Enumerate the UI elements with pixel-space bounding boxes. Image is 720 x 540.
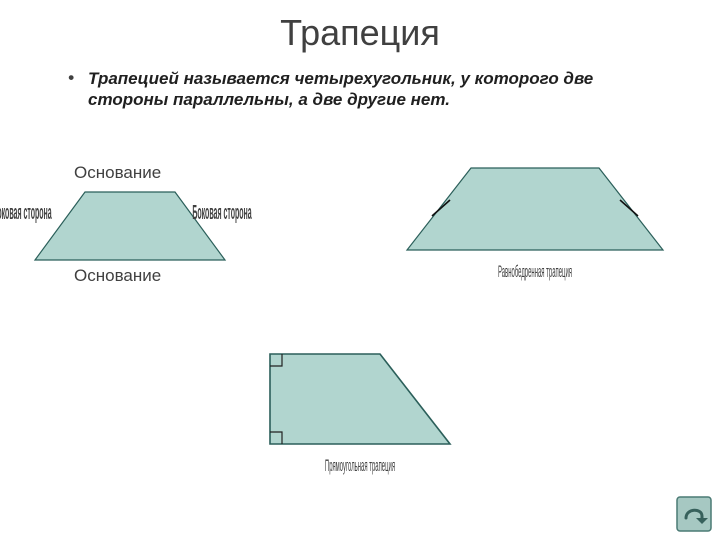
definition-text: Трапецией называется четырехугольник, у … — [88, 68, 648, 110]
fig2-shape — [407, 168, 663, 250]
return-button[interactable] — [676, 496, 712, 532]
fig1-bottom-base-label: Основание — [74, 266, 161, 286]
fig1-top-base-label: Основание — [74, 163, 161, 183]
fig2-caption: Равнобедренная трапеция — [462, 262, 609, 282]
definition-bullet: • — [68, 68, 74, 88]
fig3-caption: Прямоугольная трапеция — [287, 456, 434, 476]
fig3-shape — [270, 354, 450, 444]
fig1-right-side-label: Боковая сторона — [191, 202, 254, 225]
return-icon — [676, 496, 712, 532]
page-title: Трапеция — [0, 12, 720, 54]
fig1-left-side-label: Боковая сторона — [0, 202, 54, 225]
